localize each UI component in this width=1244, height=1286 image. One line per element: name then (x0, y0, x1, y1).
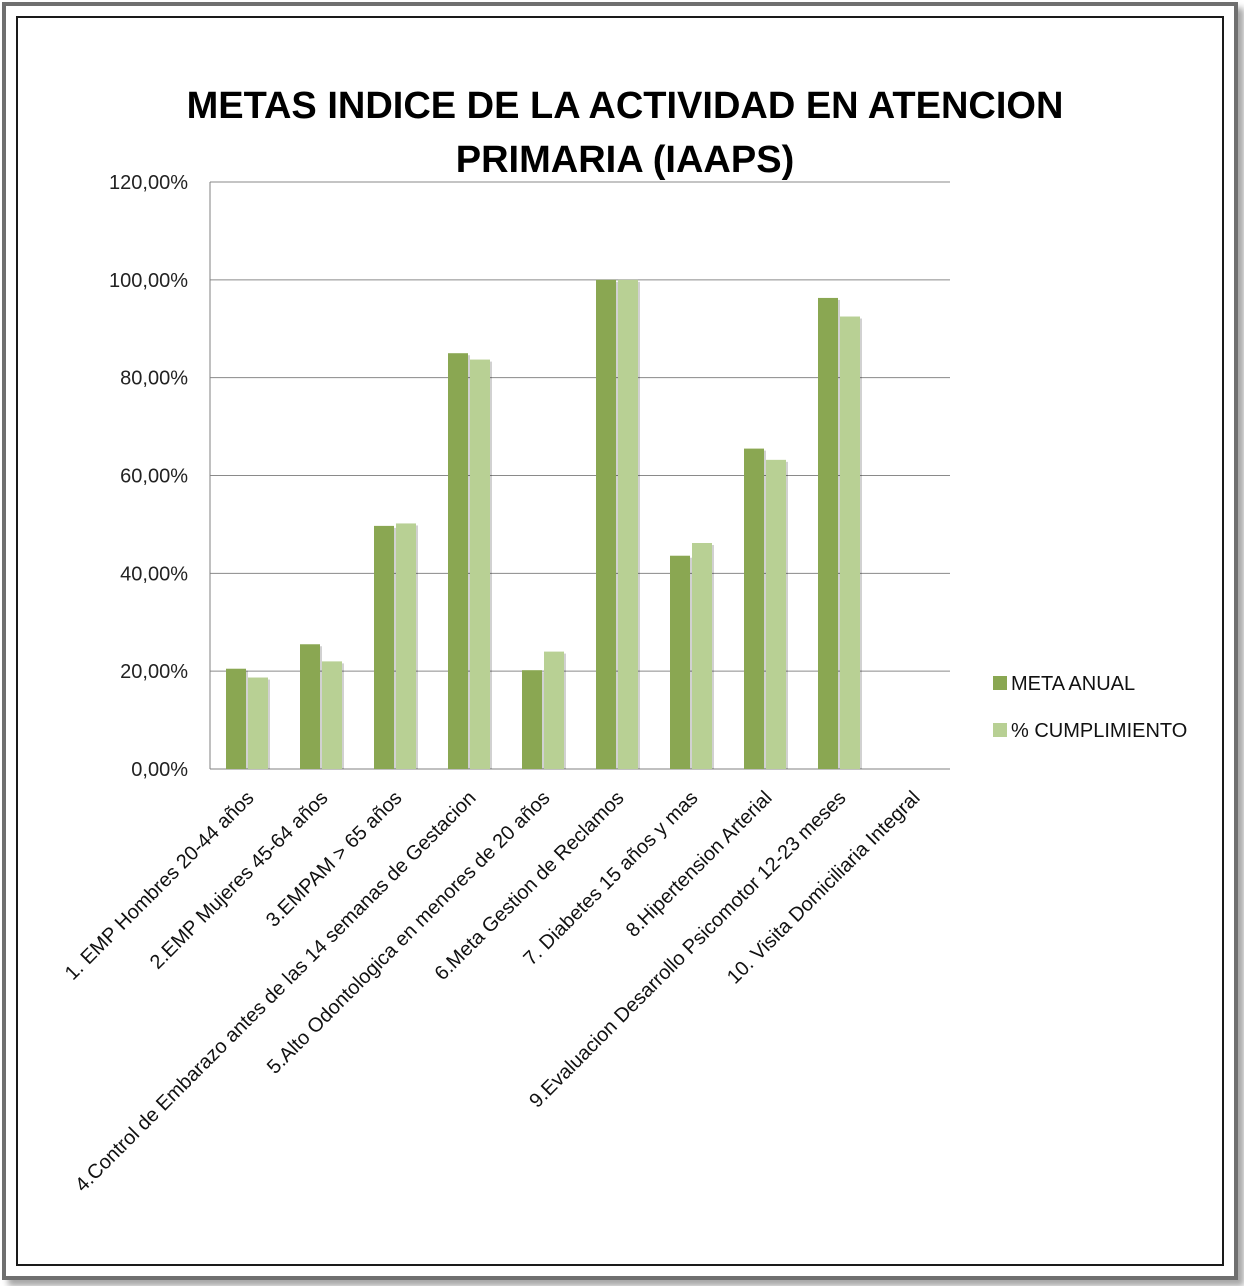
bar (374, 525, 394, 769)
bar (670, 555, 690, 769)
legend-label: % CUMPLIMIENTO (1011, 720, 1187, 742)
y-tick-label: 120,00% (109, 172, 188, 194)
bars (226, 279, 862, 769)
x-category-label: 3.EMPAM > 65 años (262, 787, 407, 932)
bar (300, 644, 320, 769)
legend-swatch (993, 723, 1007, 737)
x-category-label: 5.Alto Odontologica en menores de 20 año… (263, 787, 555, 1079)
x-category-label: 8.Hipertension Arterial (622, 787, 777, 942)
bar (544, 651, 564, 769)
bar (248, 677, 268, 769)
chart-title-line-1: METAS INDICE DE LA ACTIVIDAD EN ATENCION (187, 85, 1064, 127)
legend-swatch (993, 676, 1007, 690)
bar (448, 353, 468, 769)
y-tick-label: 40,00% (120, 563, 188, 585)
y-tick-label: 20,00% (120, 661, 188, 683)
chart-title-line-2: PRIMARIA (IAAPS) (456, 139, 794, 181)
y-axis-ticks: 0,00% 20,00% 40,00% 60,00% 80,00% 100,00% 120,… (109, 172, 188, 781)
bar (692, 543, 712, 769)
bar (840, 316, 860, 769)
bar (396, 523, 416, 769)
bar (522, 670, 542, 769)
bar (226, 668, 246, 769)
chart-title: METAS INDICE DE LA ACTIVIDAD EN ATENCION… (187, 85, 1064, 181)
bar (766, 459, 786, 769)
bar (596, 279, 616, 769)
y-tick-label: 80,00% (120, 368, 188, 390)
bar (618, 279, 638, 769)
legend: META ANUAL % CUMPLIMIENTO (993, 673, 1187, 742)
bar (470, 359, 490, 769)
legend-label: META ANUAL (1011, 673, 1135, 695)
bar (744, 448, 764, 769)
bar (322, 661, 342, 769)
y-tick-label: 0,00% (131, 759, 188, 781)
y-tick-label: 100,00% (109, 270, 188, 292)
bar (818, 297, 838, 769)
y-tick-label: 60,00% (120, 466, 188, 488)
